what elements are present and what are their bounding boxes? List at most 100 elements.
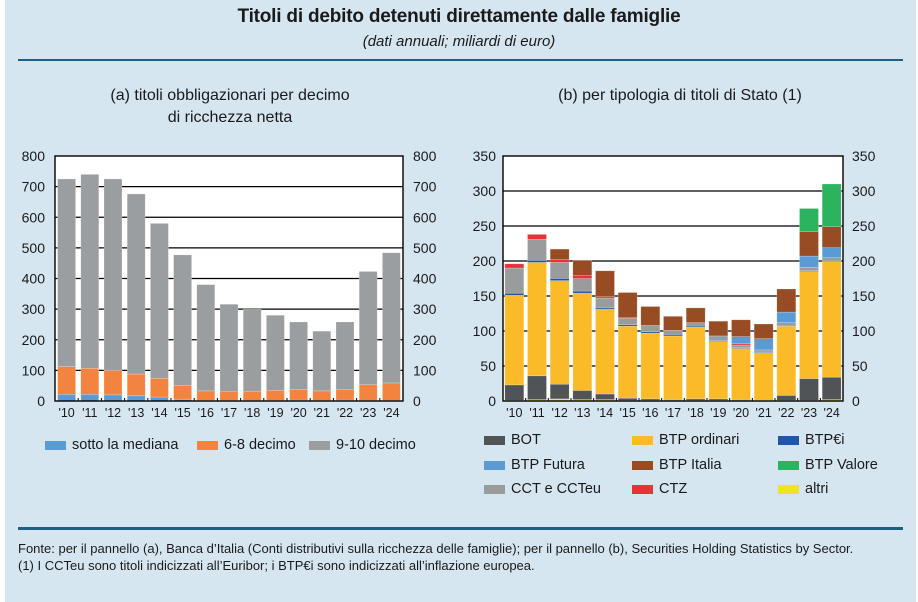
bar-segment [572, 390, 593, 400]
x-tick-label: '22 [778, 406, 794, 420]
x-tick-label: '19 [267, 406, 283, 420]
bar-segment [572, 292, 593, 391]
y-tick-label-left: 250 [473, 218, 497, 234]
x-tick-label: '10 [506, 406, 522, 420]
chart-b: 0 0 50 50 100 100 150 150 200 200 250 250 300 300 350 3… [473, 148, 876, 420]
bar-segment [799, 378, 819, 401]
x-tick-label: '22 [337, 406, 353, 420]
bar-segment [196, 284, 216, 392]
bar-segment [312, 330, 332, 392]
header-divider [18, 59, 903, 61]
y-tick-label-left: 500 [22, 240, 46, 256]
panel-b-title-line-1: (b) per tipologia di titoli di Stato (1) [558, 87, 802, 104]
bar-segment [289, 321, 308, 390]
bar-segment [150, 223, 169, 379]
y-tick-label-left: 350 [473, 148, 497, 164]
bar-segment [358, 271, 378, 386]
bar-segment [617, 397, 638, 401]
bar-segment [753, 349, 774, 353]
x-tick-label: '24 [383, 406, 399, 420]
x-tick-label: '20 [290, 406, 306, 420]
bar-segment [549, 248, 570, 260]
bar-segment [572, 278, 593, 292]
bar-segment [595, 297, 615, 309]
bar-segment [731, 344, 751, 349]
y-tick-label-left: 200 [22, 332, 46, 348]
bar-segment [57, 178, 76, 367]
bar-segment [685, 322, 706, 326]
x-tick-label: '17 [221, 406, 237, 420]
bar-segment [358, 384, 378, 401]
bar-segment [335, 321, 355, 390]
bar-segment [663, 316, 683, 331]
x-tick-label: '17 [665, 406, 681, 420]
legend-swatch [45, 440, 66, 450]
x-tick-label: '23 [801, 406, 817, 420]
legend-swatch [632, 460, 653, 470]
legend-label: 9-10 decimo [336, 437, 416, 453]
legend-a-item: sotto la mediana [45, 437, 178, 453]
bar-segment [799, 231, 819, 257]
bar-segment [821, 261, 842, 378]
y-tick-label-left: 150 [473, 288, 497, 304]
legend-b-item: BTP Futura [484, 457, 585, 473]
y-tick-label-right: 100 [852, 323, 876, 339]
bar-segment [242, 390, 262, 401]
x-tick-label: '10 [58, 406, 74, 420]
y-tick-label-left: 400 [22, 271, 46, 287]
bar-segment [572, 260, 593, 277]
footnote: Fonte: per il pannello (a), Banca d’Ital… [18, 540, 908, 574]
x-tick-label: '14 [597, 406, 613, 420]
x-tick-label: '12 [105, 406, 121, 420]
y-tick-label-right: 50 [852, 358, 868, 374]
x-tick-label: '21 [314, 406, 330, 420]
panel-a-title: (a) titoli obbligazionari per decimo di … [60, 85, 400, 129]
x-tick-label: '11 [82, 406, 97, 420]
legend-label: BTP Valore [805, 457, 878, 473]
bar-segment [821, 257, 842, 262]
x-tick-label: '20 [733, 406, 749, 420]
bar-segment [103, 370, 123, 396]
legend-label: BOT [511, 432, 541, 448]
bar-segment [504, 263, 525, 269]
x-tick-label: '16 [198, 406, 214, 420]
legend-b-item: CCT e CCTeu [484, 481, 601, 497]
y-tick-label-left: 50 [480, 358, 496, 374]
chart-a: 0 0 100 100 200 200 300 300 400 400 500 500 600 600 70… [22, 148, 437, 420]
y-tick-label-left: 700 [22, 179, 46, 195]
bar-segment [80, 367, 100, 395]
bar-segment [685, 307, 706, 323]
bar-segment [708, 335, 729, 342]
x-tick-label: '13 [128, 406, 144, 420]
bar-segment [731, 348, 751, 400]
bar-segment [708, 340, 729, 342]
bar-segment [549, 383, 570, 400]
bar-segment [799, 208, 819, 232]
bar-segment [219, 391, 239, 401]
bar-segment [753, 323, 774, 339]
source-note: Fonte: per il pannello (a), Banca d’Ital… [18, 541, 854, 556]
legend-swatch [484, 460, 505, 470]
bar-segment [663, 335, 683, 400]
legend-label: sotto la mediana [72, 437, 179, 453]
bar-segment [640, 332, 661, 400]
legend-swatch [778, 460, 799, 470]
x-tick-label: '12 [552, 406, 568, 420]
bar-segment [617, 318, 638, 325]
bar-segment [242, 308, 262, 392]
y-tick-label-left: 100 [473, 323, 497, 339]
y-tick-label-right: 150 [852, 288, 876, 304]
y-tick-label-right: 600 [413, 209, 437, 225]
legend-b-item: BOT [484, 432, 541, 448]
legend-swatch [632, 435, 653, 445]
x-tick-label: '13 [574, 406, 590, 420]
legend-b-item: BTP Italia [632, 457, 722, 473]
bar-segment [219, 303, 239, 392]
bar-segment [335, 389, 355, 401]
y-tick-label-right: 500 [413, 240, 437, 256]
y-tick-label-right: 0 [413, 393, 421, 409]
bar-segment [527, 260, 547, 263]
bar-segment [57, 393, 76, 402]
bar-segment [527, 239, 547, 261]
legend-a-item: 6-8 decimo [197, 437, 296, 453]
